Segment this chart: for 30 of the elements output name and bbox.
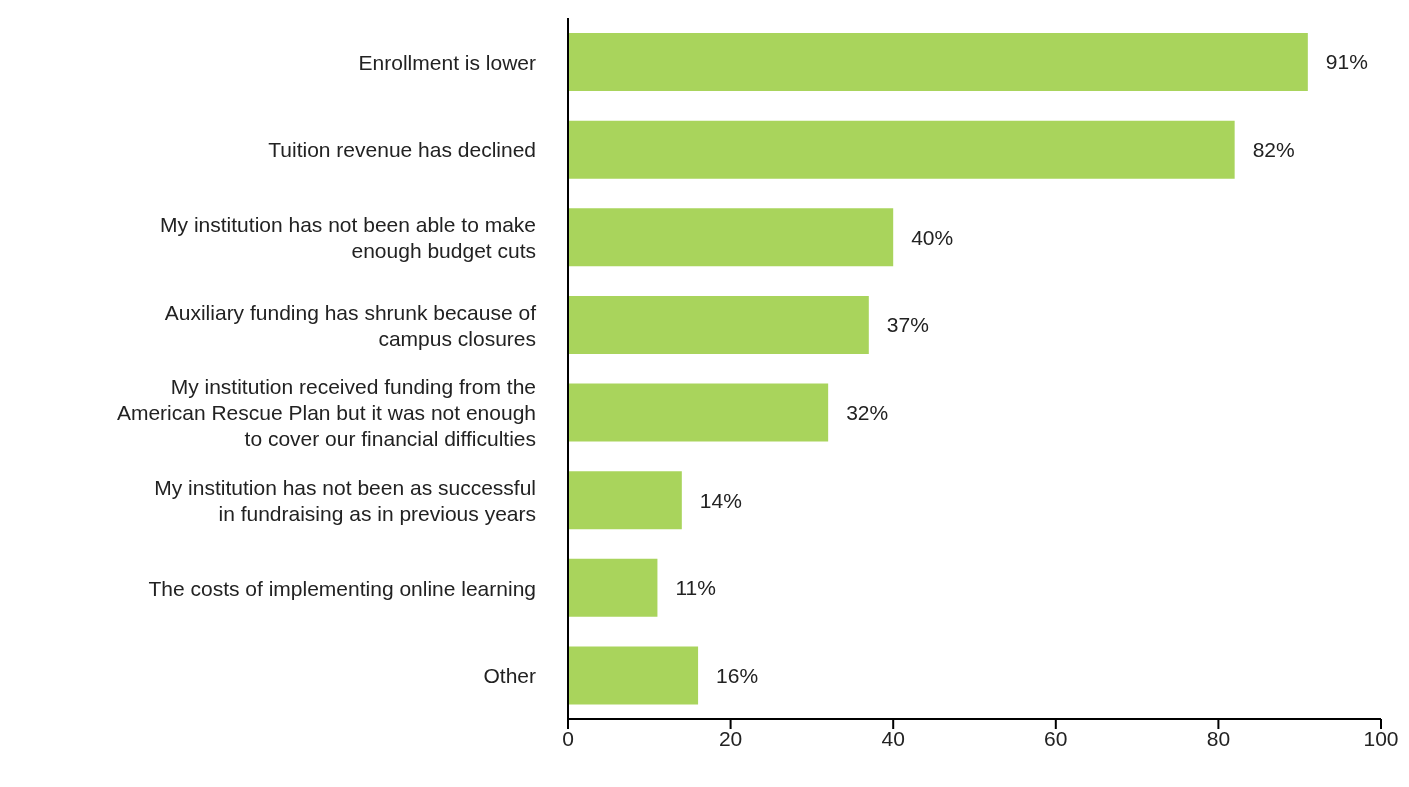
- x-tick-label: 60: [1044, 726, 1068, 750]
- bar: [568, 558, 658, 617]
- bar: [568, 208, 894, 267]
- y-tick-label: The costs of implementing online learning: [148, 576, 536, 600]
- data-label: 40%: [911, 225, 954, 249]
- data-label: 91%: [1325, 50, 1368, 74]
- data-label: 82%: [1252, 138, 1295, 162]
- y-tick-label: Auxiliary funding has shrunk because of campus closures: [164, 300, 537, 350]
- data-label: 37%: [886, 313, 929, 337]
- y-tick-label: My institution has not been as successful in fundraising as in previous years: [154, 475, 536, 525]
- data-label: 11%: [675, 576, 716, 600]
- data-label: 14%: [699, 488, 742, 512]
- bar: [568, 471, 682, 530]
- bar: [568, 33, 1308, 91]
- x-tick-label: 80: [1206, 726, 1231, 750]
- y-tick-label: My institution received funding from the American Rescue Plan but it was not enough to cover our financial difficulties: [116, 374, 536, 450]
- x-tick-label: 20: [718, 726, 743, 750]
- bar: [568, 646, 699, 705]
- y-tick-label: Enrollment is lower: [358, 50, 536, 74]
- bar: [568, 295, 869, 354]
- x-tick-label: 0: [562, 726, 574, 750]
- x-tick-label: 100: [1363, 726, 1399, 750]
- bar: [568, 383, 829, 442]
- data-label: 32%: [846, 400, 889, 424]
- y-tick-label: My institution has not been able to make enough budget cuts: [160, 212, 536, 262]
- y-tick-label: Tuition revenue has declined: [268, 137, 536, 161]
- bar: [568, 120, 1235, 179]
- y-tick-label: Other: [483, 663, 536, 687]
- x-tick-label: 40: [881, 726, 905, 750]
- data-label: 16%: [716, 663, 759, 687]
